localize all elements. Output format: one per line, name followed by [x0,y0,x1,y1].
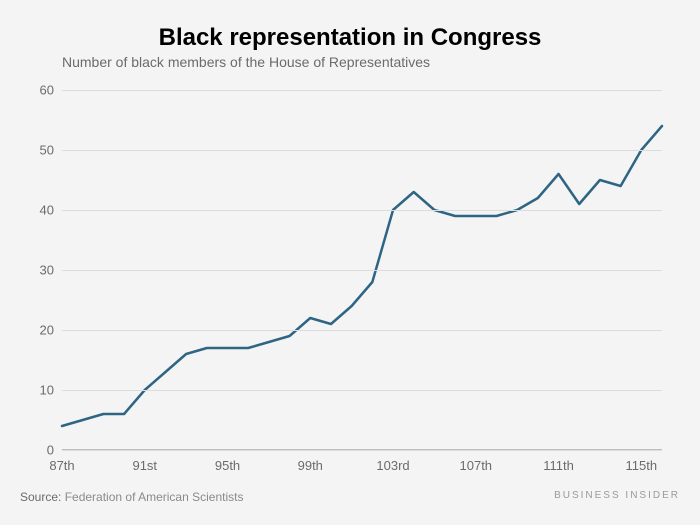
chart-subtitle: Number of black members of the House of … [62,54,430,70]
gridline [62,150,662,151]
chart-source: Source: Federation of American Scientist… [20,490,243,504]
chart-container: Black representation in Congress Number … [0,0,700,525]
line-path [62,126,662,426]
y-tick-label: 60 [40,83,62,98]
y-tick-label: 50 [40,143,62,158]
gridline [62,210,662,211]
gridline [62,390,662,391]
gridline [62,330,662,331]
x-tick-label: 115th [626,450,658,473]
chart-plot-area: 010203040506087th91st95th99th103rd107th1… [62,90,662,450]
y-tick-label: 20 [40,323,62,338]
chart-title: Black representation in Congress [0,24,700,52]
y-tick-label: 40 [40,203,62,218]
y-tick-label: 30 [40,263,62,278]
gridline [62,270,662,271]
x-tick-label: 95th [215,450,240,473]
x-tick-label: 99th [298,450,323,473]
gridline [62,90,662,91]
x-tick-label: 91st [132,450,157,473]
y-tick-label: 10 [40,383,62,398]
x-tick-label: 103rd [376,450,409,473]
x-tick-label: 107th [460,450,493,473]
x-tick-label: 87th [49,450,74,473]
source-text: Federation of American Scientists [65,490,244,504]
source-prefix: Source: [20,490,65,504]
x-tick-label: 111th [543,450,574,473]
chart-attribution: BUSINESS INSIDER [554,490,680,501]
